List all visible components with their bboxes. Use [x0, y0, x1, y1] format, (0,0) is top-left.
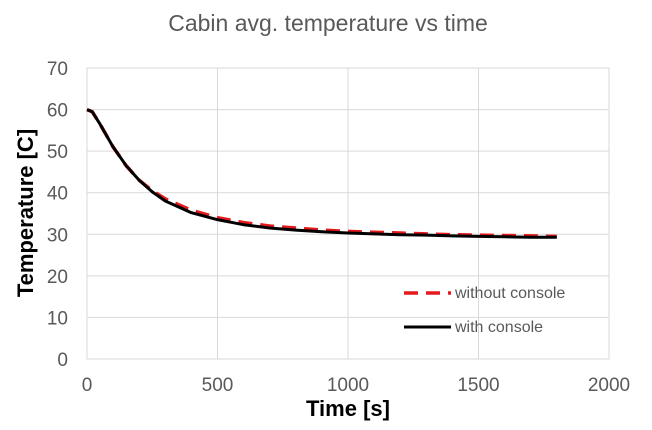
series-lines	[86, 107, 557, 239]
series-line-with-console	[86, 108, 557, 239]
y-tick-label: 30	[47, 225, 68, 246]
grid-lines	[86, 67, 610, 360]
legend-label: without console	[454, 285, 565, 302]
y-tick-label: 10	[47, 308, 68, 329]
legend-label: with console	[454, 319, 543, 336]
y-tick-label: 40	[47, 184, 68, 205]
x-tick-label: 0	[82, 375, 93, 396]
series-line-without-console	[86, 107, 557, 239]
chart-title: Cabin avg. temperature vs time	[168, 10, 488, 36]
tick-labels: 0 10 20 30 40 50 60 70 0 500 1000 1500 2000	[47, 59, 630, 396]
y-tick-label: 0	[57, 350, 68, 371]
plot-area	[86, 67, 610, 360]
y-tick-label: 60	[47, 101, 68, 122]
y-tick-label: 70	[47, 59, 68, 80]
x-tick-label: 2000	[588, 375, 630, 396]
x-tick-label: 1500	[457, 375, 499, 396]
x-tick-label: 1000	[327, 375, 369, 396]
x-axis-label: Time [s]	[306, 396, 390, 421]
y-tick-label: 50	[47, 142, 68, 163]
legend: without console with console	[404, 285, 565, 336]
x-tick-label: 500	[202, 375, 234, 396]
y-tick-label: 20	[47, 267, 68, 288]
y-axis-label: Temperature [C]	[13, 129, 38, 297]
